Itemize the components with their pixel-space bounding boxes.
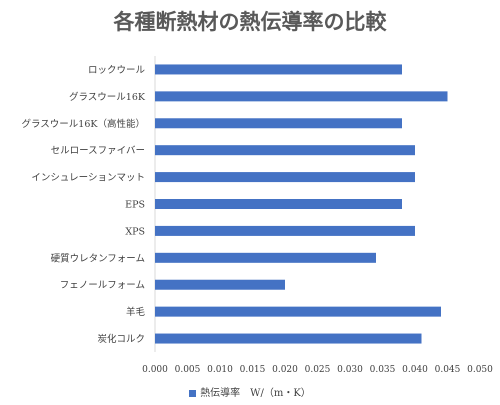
category-label: グラスウール16K [69, 91, 146, 103]
bar [155, 118, 402, 129]
category-label: セルロースファイバー [51, 146, 145, 157]
legend-label: 熱伝導率 W/（m・K） [200, 388, 311, 399]
x-tick-label: 0.010 [207, 365, 233, 375]
category-label: 硬質ウレタンフォーム [51, 252, 145, 264]
chart-title: 各種断熱材の熱伝導率の比較 [113, 9, 387, 34]
category-label: 羊毛 [126, 306, 146, 318]
x-tick-label: 0.015 [240, 365, 266, 375]
bar [155, 145, 415, 156]
category-label: XPS [125, 226, 145, 237]
bar [155, 225, 415, 236]
x-tick-label: 0.035 [370, 365, 396, 375]
x-tick-label: 0.025 [305, 365, 331, 375]
legend: 熱伝導率 W/（m・K） [0, 384, 500, 399]
bar [155, 199, 402, 209]
x-tick-label: 0.020 [272, 365, 298, 375]
category-label: フェノールフォーム [60, 280, 145, 291]
bar [155, 252, 376, 263]
bar [155, 64, 402, 75]
bar [155, 306, 441, 317]
bar [155, 333, 422, 344]
category-label: EPS [125, 200, 145, 211]
x-tick-label: 0.040 [402, 365, 428, 375]
x-tick-label: 0.045 [435, 365, 461, 375]
legend-swatch [189, 390, 197, 397]
bar [155, 279, 285, 290]
category-label: インシュレーションマット [31, 173, 145, 184]
x-tick-label: 0.050 [467, 365, 493, 375]
category-label: ロックウール [88, 65, 146, 76]
category-label: グラスウール16K（高性能） [22, 118, 146, 130]
x-tick-label: 0.000 [142, 365, 168, 375]
bar [155, 172, 415, 183]
bar [155, 91, 448, 102]
x-tick-label: 0.030 [337, 365, 363, 375]
x-tick-label: 0.005 [175, 365, 201, 375]
category-label: 炭化コルク [97, 333, 145, 345]
